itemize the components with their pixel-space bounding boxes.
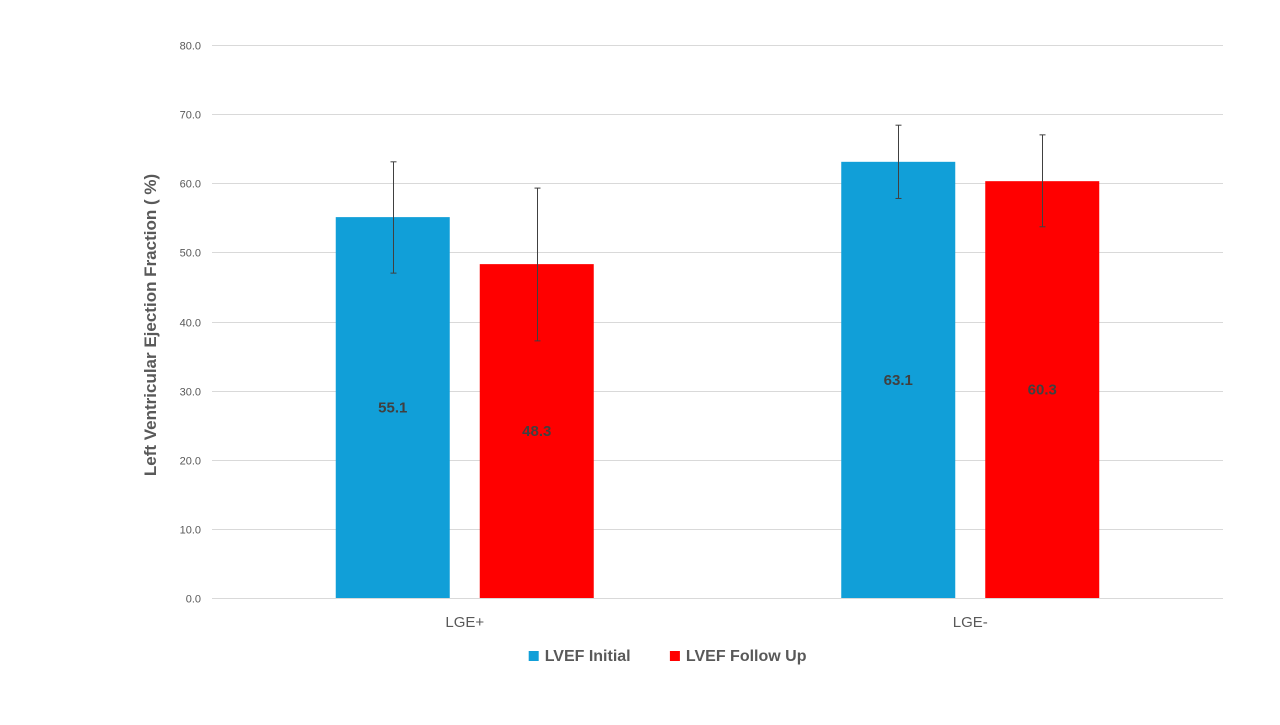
- bar: [985, 181, 1100, 598]
- y-tick-label: 30.0: [180, 387, 201, 399]
- y-axis-title: Left Ventricular Ejection Fraction ( %): [141, 174, 160, 476]
- legend-swatch: [528, 651, 539, 661]
- y-tick-label: 70.0: [180, 110, 201, 122]
- data-label: 60.3: [1028, 382, 1057, 399]
- y-tick-label: 80.0: [180, 41, 201, 53]
- y-tick-label: 40.0: [180, 318, 201, 330]
- y-tick-label: 0.0: [186, 594, 201, 606]
- x-axis-categories: LGE+ LGE-: [445, 614, 987, 631]
- bar: [479, 264, 594, 598]
- bar: [841, 161, 956, 599]
- bar: [335, 217, 450, 598]
- y-tick-label: 10.0: [180, 525, 201, 537]
- x-category-label: LGE-: [953, 614, 988, 631]
- y-tick-label: 60.0: [180, 179, 201, 191]
- legend: LVEF Initial LVEF Follow Up: [528, 648, 807, 665]
- data-label: 48.3: [522, 423, 551, 440]
- x-category-label: LGE+: [445, 614, 484, 631]
- data-labels: 55.1 48.3 63.1 60.3: [378, 372, 1057, 440]
- data-label: 63.1: [884, 372, 913, 389]
- y-tick-label: 20.0: [180, 456, 201, 468]
- error-bars: [390, 124, 1046, 342]
- y-axis-ticks: 0.0 10.0 20.0 30.0 40.0 50.0 60.0 70.0 80.0: [180, 41, 201, 606]
- data-label: 55.1: [378, 400, 407, 417]
- bars: [335, 161, 1100, 599]
- y-tick-label: 50.0: [180, 248, 201, 260]
- legend-label: LVEF Initial: [545, 648, 631, 665]
- legend-label: LVEF Follow Up: [686, 648, 807, 665]
- legend-swatch: [669, 651, 680, 661]
